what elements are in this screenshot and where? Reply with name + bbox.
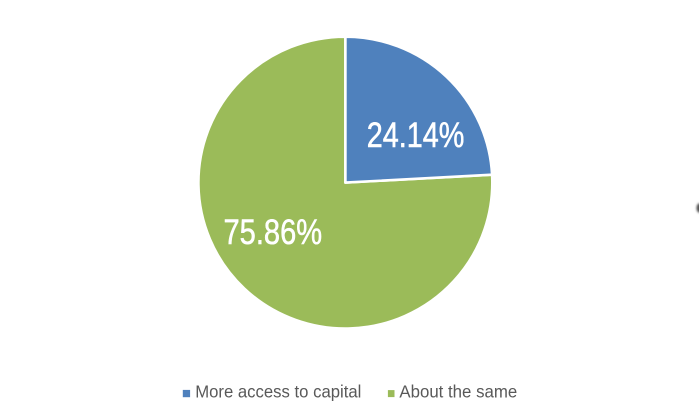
svg-text:About the same: About the same [399, 381, 517, 401]
svg-text:More access to capital: More access to capital [195, 381, 361, 401]
svg-text:24.14%: 24.14% [367, 115, 465, 155]
svg-text:75.86%: 75.86% [224, 212, 323, 252]
